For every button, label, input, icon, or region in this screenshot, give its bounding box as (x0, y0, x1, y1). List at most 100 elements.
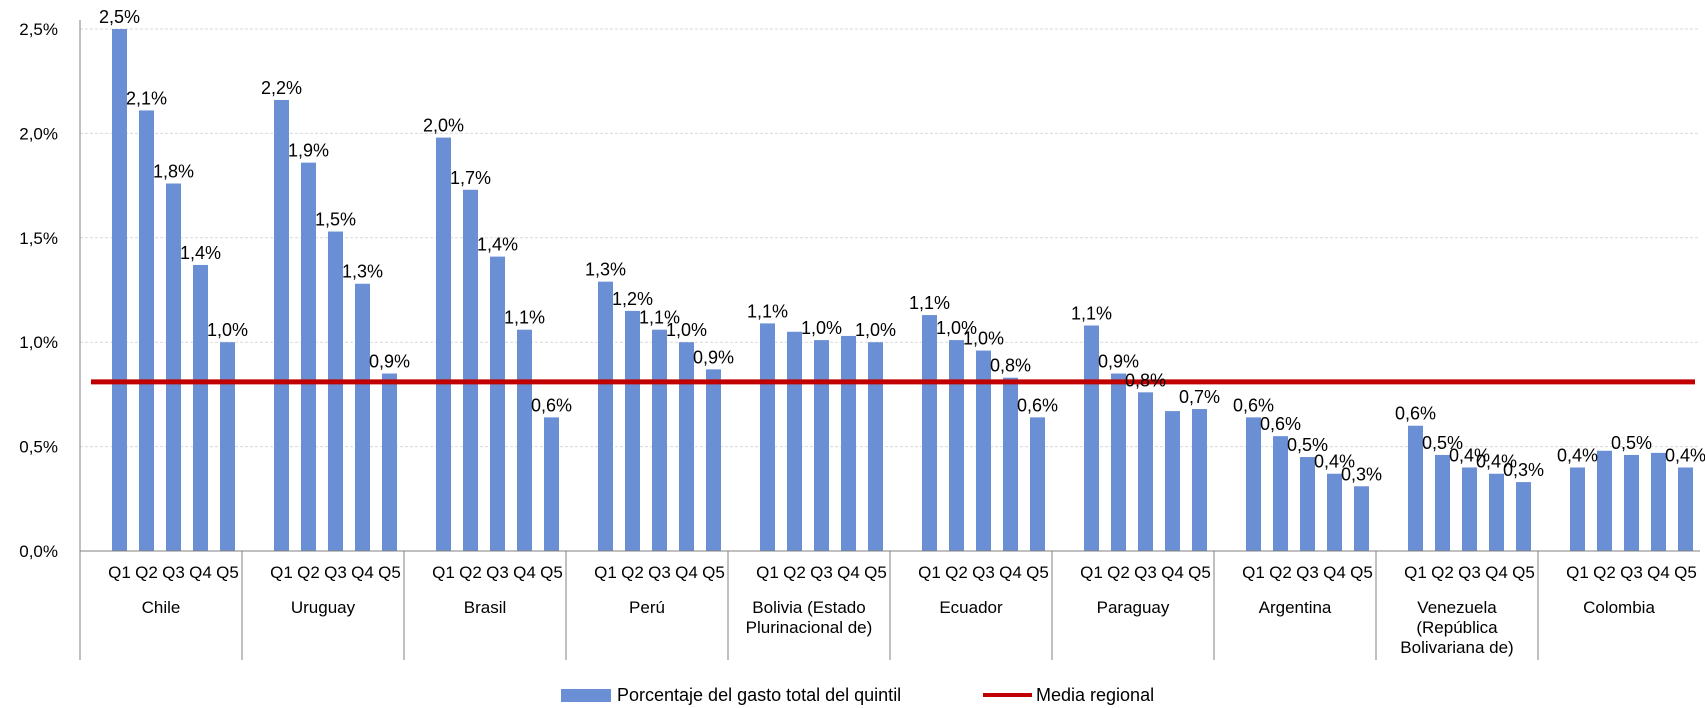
bar (1408, 425, 1423, 551)
bar (355, 283, 370, 551)
data-label: 1,1% (639, 308, 680, 328)
legend-label-bars: Porcentaje del gasto total del quintil (617, 685, 901, 705)
bar (112, 29, 127, 551)
bar (1624, 454, 1639, 551)
quintile-label: Q5 (1350, 563, 1373, 582)
data-label: 0,6% (1233, 395, 1274, 415)
data-label: 1,1% (747, 301, 788, 321)
data-label: 0,5% (1287, 435, 1328, 455)
quintile-label: Q1 (756, 563, 779, 582)
data-label: 1,0% (666, 320, 707, 340)
bar (760, 323, 775, 551)
data-label: 1,1% (909, 293, 950, 313)
bar (922, 315, 937, 551)
group-label: Chile (142, 598, 181, 617)
data-label: 1,0% (855, 320, 896, 340)
bar (436, 137, 451, 552)
bar (1327, 473, 1342, 551)
bar (1273, 436, 1288, 551)
legend-label-line: Media regional (1036, 685, 1154, 705)
bar (814, 340, 829, 551)
group-label: Brasil (464, 598, 507, 617)
data-label: 0,9% (693, 347, 734, 367)
quintile-label: Q2 (1593, 563, 1616, 582)
group-label: Paraguay (1097, 598, 1170, 617)
quintile-label: Q2 (783, 563, 806, 582)
data-label: 0,4% (1449, 445, 1490, 465)
data-label: 1,0% (801, 318, 842, 338)
bar (787, 331, 802, 551)
bar (193, 264, 208, 551)
y-tick-label: 0,0% (19, 542, 58, 561)
bar (1165, 411, 1180, 551)
quintile-label: Q2 (297, 563, 320, 582)
data-label: 2,0% (423, 116, 464, 136)
data-label: 1,9% (288, 141, 329, 161)
quintile-label: Q1 (1566, 563, 1589, 582)
bar (328, 231, 343, 551)
quintile-label: Q3 (162, 563, 185, 582)
group-label: Perú (629, 598, 665, 617)
group-label: Plurinacional de) (746, 618, 873, 637)
quintile-label: Q4 (1647, 563, 1670, 582)
data-label: 0,6% (531, 395, 572, 415)
quintile-label: Q4 (513, 563, 536, 582)
group-label: Venezuela (1417, 598, 1497, 617)
group-label: Uruguay (291, 598, 356, 617)
bar (463, 189, 478, 551)
data-label: 0,8% (990, 356, 1031, 376)
quintile-label: Q5 (216, 563, 239, 582)
bar (625, 310, 640, 551)
data-label: 0,4% (1476, 452, 1517, 472)
quintile-label: Q1 (594, 563, 617, 582)
bar (706, 369, 721, 551)
quintile-label: Q5 (1674, 563, 1697, 582)
quintile-label: Q5 (378, 563, 401, 582)
quintile-label: Q5 (1026, 563, 1049, 582)
quintile-label: Q4 (675, 563, 698, 582)
data-label: 2,1% (126, 88, 167, 108)
bar (841, 335, 856, 551)
quintile-label: Q5 (1188, 563, 1211, 582)
data-label: 1,0% (207, 320, 248, 340)
group-label: Ecuador (939, 598, 1003, 617)
bar (598, 281, 613, 551)
quintile-label: Q1 (108, 563, 131, 582)
quintile-label: Q2 (1269, 563, 1292, 582)
bar (868, 342, 883, 551)
bar (1003, 377, 1018, 551)
bar (1597, 450, 1612, 551)
gridlines (80, 28, 1700, 448)
data-label: 0,5% (1611, 433, 1652, 453)
bar (382, 373, 397, 551)
bar (1030, 417, 1045, 551)
quintile-label: Q1 (270, 563, 293, 582)
data-label: 1,2% (612, 289, 653, 309)
y-tick-label: 0,5% (19, 438, 58, 457)
group-label: Bolivariana de) (1400, 638, 1513, 657)
bar (220, 342, 235, 551)
bar (490, 256, 505, 551)
bar (679, 342, 694, 551)
legend: Porcentaje del gasto total del quintil M… (561, 685, 1154, 705)
bar (949, 340, 964, 551)
quintile-label: Q2 (945, 563, 968, 582)
data-label: 1,8% (153, 162, 194, 182)
data-label: 1,0% (963, 329, 1004, 349)
quintile-label: Q4 (1323, 563, 1346, 582)
data-label: 0,6% (1395, 404, 1436, 424)
quintile-label: Q4 (1485, 563, 1508, 582)
bar (274, 99, 289, 551)
data-label: 1,3% (342, 262, 383, 282)
quintile-label: Q3 (1296, 563, 1319, 582)
data-label: 1,4% (180, 243, 221, 263)
data-label: 0,4% (1314, 452, 1355, 472)
y-tick-label: 2,0% (19, 124, 58, 143)
quintile-label: Q4 (351, 563, 374, 582)
quintile-label: Q3 (810, 563, 833, 582)
data-label: 0,9% (369, 352, 410, 372)
quintile-label: Q5 (540, 563, 563, 582)
y-tick-label: 2,5% (19, 20, 58, 39)
bar (1489, 473, 1504, 551)
